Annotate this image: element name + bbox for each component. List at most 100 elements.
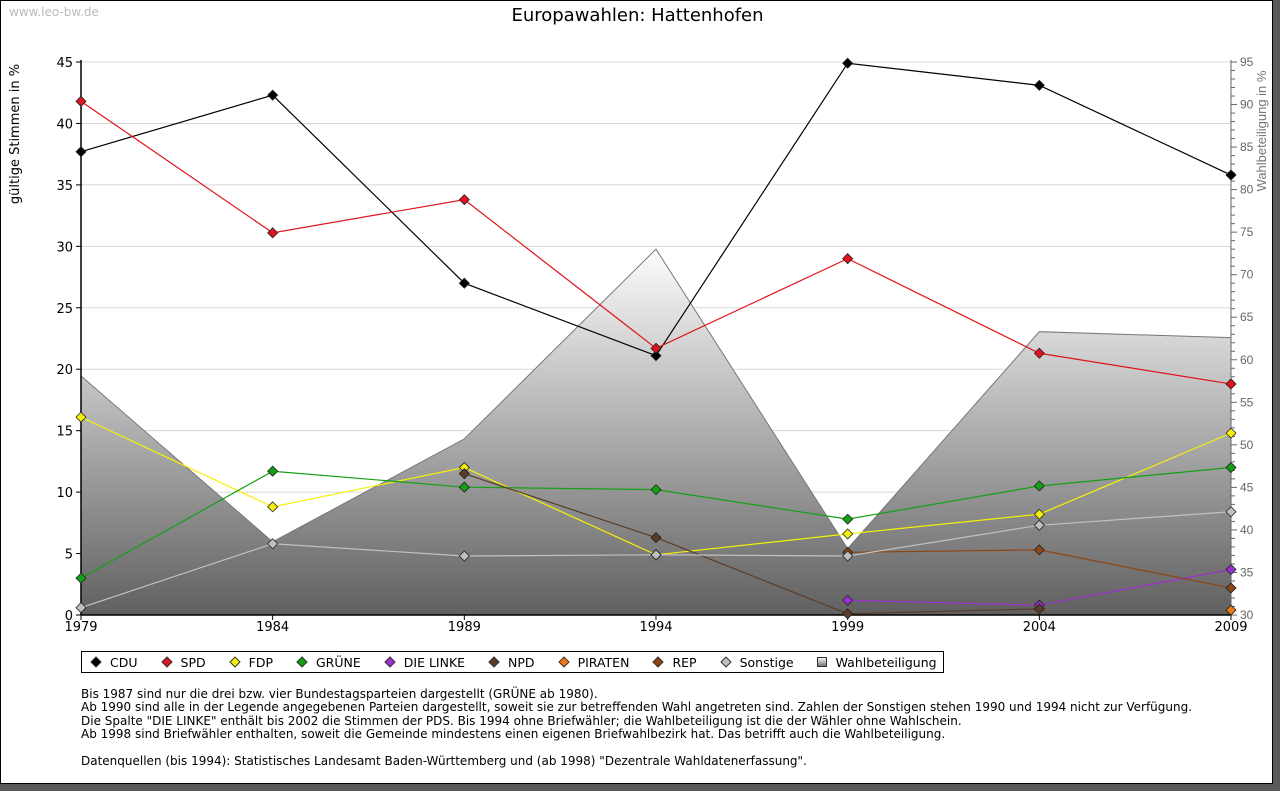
- data-point-gr-ne: [267, 465, 279, 477]
- y-right-tick-label: 65: [1240, 310, 1254, 324]
- data-point-sonstige: [267, 538, 279, 550]
- legend-item-wahlbeteiligung: Wahlbeteiligung: [813, 655, 937, 670]
- y-tick-label: 35: [56, 179, 73, 194]
- legend-item-npd: NPD: [484, 655, 535, 670]
- data-point-fdp: [1033, 508, 1045, 520]
- legend-label: Wahlbeteiligung: [835, 654, 937, 670]
- x-tick-label: 1994: [639, 620, 672, 635]
- y-right-tick-label: 70: [1240, 268, 1254, 282]
- legend-label: SPD: [180, 654, 206, 670]
- x-tick-label: 1999: [831, 620, 864, 635]
- legend-item-sonstige: Sonstige: [716, 655, 794, 670]
- data-point-die-linke: [1225, 563, 1237, 576]
- y-right-axis-title: Wahlbeteiligung in %: [1254, 70, 1269, 191]
- note-line: Ab 1998 sind Briefwähler enthalten, sowe…: [81, 727, 946, 742]
- note-line: Die Spalte "DIE LINKE" enthält bis 2002 …: [81, 713, 962, 728]
- x-tick-label: 1984: [256, 620, 289, 635]
- note-line: Bis 1987 sind nur die drei bzw. vier Bun…: [81, 687, 598, 701]
- data-point-gr-ne: [458, 481, 470, 493]
- legend-item-rep: REP: [648, 654, 697, 670]
- y-axis-title: gültige Stimmen in %: [8, 64, 23, 204]
- y-tick-label: 45: [56, 56, 73, 71]
- data-point-cdu: [458, 277, 470, 289]
- data-point-sonstige: [842, 550, 854, 562]
- diamond-marker-icon: [719, 656, 732, 668]
- x-tick-label: 1979: [64, 620, 97, 635]
- diamond-marker-icon: [652, 656, 665, 668]
- note-line: Ab 1990 sind alle in der Legende angegeb…: [81, 700, 1193, 715]
- series-line-npd: [464, 473, 1040, 615]
- data-point-fdp: [842, 528, 854, 540]
- y-right-tick-label: 30: [1240, 608, 1254, 622]
- y-right-tick-label: 95: [1240, 55, 1254, 69]
- data-point-die-linke: [842, 594, 854, 606]
- y-tick-label: 15: [56, 425, 73, 440]
- y-right-tick-label: 85: [1240, 140, 1254, 154]
- data-point-spd: [75, 95, 87, 107]
- data-point-cdu: [267, 89, 279, 101]
- legend-label: CDU: [110, 654, 138, 670]
- y-right-tick-label: 60: [1240, 353, 1254, 367]
- legend-item-cdu: CDU: [86, 655, 138, 670]
- data-point-npd: [1033, 603, 1045, 615]
- data-point-cdu: [1225, 169, 1237, 181]
- data-point-gr-ne: [842, 513, 854, 525]
- legend-label: DIE LINKE: [403, 654, 466, 670]
- x-tick-label: 1989: [448, 620, 481, 635]
- data-point-fdp: [75, 411, 87, 423]
- data-point-sonstige: [458, 550, 470, 562]
- y-tick-label: 25: [56, 302, 73, 317]
- data-point-cdu: [650, 350, 662, 362]
- data-point-fdp: [267, 501, 279, 513]
- chart-plot: 0 5 10 15 20 25 30 35 40 45 30 35 40 45 50 55 60 65 70 75 80…: [8, 55, 1269, 635]
- legend-label: REP: [672, 654, 697, 670]
- x-tick-label: 2004: [1023, 620, 1056, 635]
- data-point-spd: [1033, 347, 1045, 359]
- y-right-tick-label: 35: [1240, 565, 1254, 579]
- y-right-tick-label: 55: [1240, 395, 1254, 409]
- diamond-marker-icon: [296, 656, 308, 668]
- data-point-spd: [842, 253, 854, 265]
- diamond-marker-icon: [228, 656, 241, 668]
- y-tick-label: 10: [56, 486, 73, 501]
- legend-item-spd: SPD: [157, 655, 206, 670]
- data-point-sonstige: [650, 549, 662, 561]
- legend-item-gr-ne: GRÜNE: [292, 655, 361, 670]
- data-point-piraten: [1225, 604, 1237, 616]
- y-right-tick-label: 80: [1240, 183, 1254, 197]
- x-tick-label: 2009: [1214, 620, 1247, 635]
- data-point-spd: [650, 342, 662, 354]
- y-tick-label: 30: [56, 240, 73, 255]
- legend-label: GRÜNE: [315, 654, 361, 670]
- y-tick-label: 5: [65, 548, 73, 563]
- data-point-cdu: [842, 57, 854, 69]
- legend: CDU SPD FDP GRÜNE DIE LINKE NPD PIRATEN REP Sons…: [81, 651, 944, 673]
- data-point-spd: [458, 194, 470, 206]
- y-right-tick-label: 45: [1240, 480, 1254, 494]
- data-point-gr-ne: [650, 484, 662, 496]
- data-point-spd: [1225, 378, 1237, 390]
- area-swatch-icon: [816, 657, 827, 667]
- legend-label: NPD: [508, 654, 535, 670]
- legend-label: Sonstige: [739, 654, 794, 670]
- data-point-rep: [1033, 544, 1045, 556]
- y-tick-label: 40: [56, 117, 73, 132]
- data-point-gr-ne: [75, 572, 87, 584]
- data-point-sonstige: [75, 602, 87, 614]
- watermark: www.leo-bw.de: [9, 5, 99, 19]
- data-point-rep: [1225, 582, 1237, 594]
- y-tick-label: 20: [56, 363, 73, 378]
- y-right-tick-label: 75: [1240, 225, 1254, 239]
- data-point-sonstige: [1033, 519, 1045, 531]
- data-point-gr-ne: [1225, 461, 1237, 474]
- notes: Bis 1987 sind nur die drei bzw. vier Bun…: [81, 687, 1193, 768]
- data-point-spd: [267, 227, 279, 239]
- diamond-marker-icon: [557, 656, 570, 668]
- data-point-cdu: [1033, 79, 1045, 91]
- legend-item-die-linke: DIE LINKE: [380, 655, 465, 670]
- data-point-gr-ne: [1033, 480, 1045, 492]
- legend-item-piraten: PIRATEN: [554, 655, 629, 670]
- diamond-marker-icon: [488, 656, 500, 668]
- diamond-marker-icon: [90, 656, 102, 668]
